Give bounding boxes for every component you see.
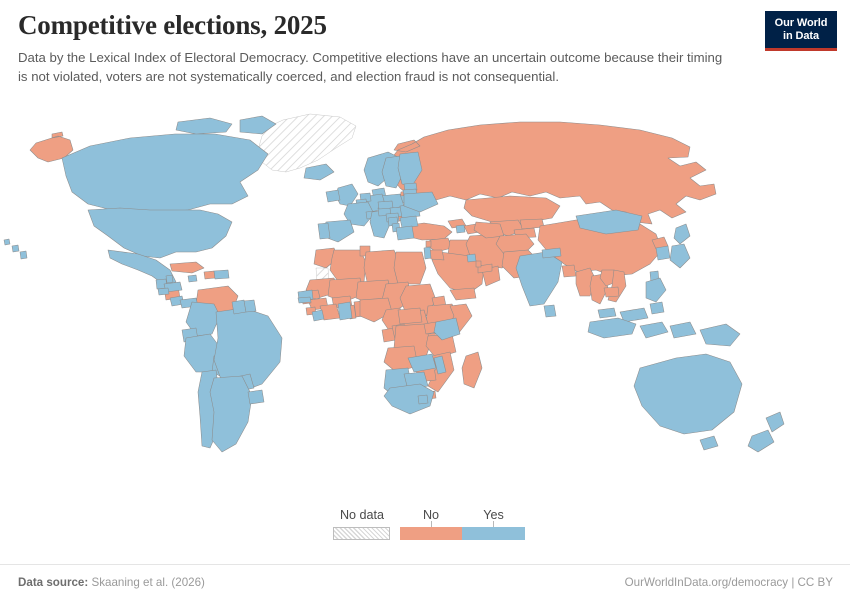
country-ireland[interactable] <box>325 189 341 203</box>
country-mongolia[interactable] <box>575 209 643 235</box>
country-russia[interactable] <box>389 121 717 225</box>
country-lebanon[interactable] <box>425 240 432 248</box>
country-philippines[interactable] <box>645 277 667 315</box>
country-bangladesh[interactable] <box>561 264 577 278</box>
country-laos[interactable] <box>599 269 617 287</box>
country-liberia[interactable] <box>311 309 325 322</box>
country-ukraine[interactable] <box>403 191 439 213</box>
country-iceland[interactable] <box>303 163 335 181</box>
country-armenia[interactable] <box>455 224 466 234</box>
country-haiti[interactable] <box>203 270 216 280</box>
country-kuwait[interactable] <box>466 253 477 263</box>
country-car[interactable] <box>397 307 423 325</box>
country-madagascar[interactable] <box>461 351 483 389</box>
country-jordan[interactable] <box>428 249 445 261</box>
country-new-zealand[interactable] <box>747 411 785 453</box>
country-australia[interactable] <box>633 353 743 451</box>
country-portugal[interactable] <box>317 222 331 240</box>
country-bulgaria[interactable] <box>399 215 419 229</box>
country-cambodia[interactable] <box>603 286 620 298</box>
legend-no-data-swatch[interactable] <box>333 527 390 540</box>
chart-footer: Data source: Skaaning et al. (2026) OurW… <box>0 564 850 600</box>
country-kenya[interactable] <box>433 317 461 341</box>
country-sri-lanka[interactable] <box>543 304 557 318</box>
country-japan[interactable] <box>669 223 691 269</box>
country-jamaica[interactable] <box>187 274 198 283</box>
country-malaysia[interactable] <box>597 307 649 323</box>
country-brazil[interactable] <box>213 307 283 393</box>
country-egypt[interactable] <box>393 251 427 285</box>
country-turkmenistan[interactable] <box>473 221 505 239</box>
legend-segment-yes[interactable] <box>462 527 525 540</box>
country-papua-new-guinea[interactable] <box>699 323 741 347</box>
country-south-africa[interactable] <box>383 383 435 415</box>
country-greenland[interactable] <box>257 113 357 173</box>
country-united-kingdom[interactable] <box>335 183 359 207</box>
country-kazakhstan[interactable] <box>463 195 561 225</box>
country-united-states[interactable] <box>87 207 233 259</box>
logo-line-1: Our World <box>774 17 828 30</box>
country-indonesia[interactable] <box>587 317 697 339</box>
country-belize[interactable] <box>165 274 174 284</box>
chart-subtitle: Data by the Lexical Index of Electoral D… <box>18 50 723 84</box>
country-el-salvador[interactable] <box>157 287 170 296</box>
country-malawi[interactable] <box>433 355 447 375</box>
page-title: Competitive elections, 2025 <box>18 10 327 40</box>
legend-tick-yes <box>493 521 494 527</box>
data-source: Data source: Skaaning et al. (2026) <box>18 576 205 589</box>
country-argentina[interactable] <box>209 375 253 453</box>
logo-line-2: in Data <box>783 29 819 42</box>
region-group-yes <box>3 115 785 453</box>
attribution-link[interactable]: OurWorldInData.org/democracy | CC BY <box>624 576 833 589</box>
legend-yes-label: Yes <box>483 508 504 522</box>
country-guyana[interactable] <box>231 299 247 315</box>
country-cuba[interactable] <box>169 261 205 274</box>
legend-no-label: No <box>422 508 440 522</box>
data-source-prefix: Data source: <box>18 576 89 589</box>
legend-segment-no[interactable] <box>400 527 462 540</box>
country-gambia[interactable] <box>297 296 312 304</box>
map-legend: No data No Yes <box>0 508 850 554</box>
country-ghana[interactable] <box>337 301 353 321</box>
country-colombia[interactable] <box>185 301 221 337</box>
country-israel[interactable] <box>423 246 432 260</box>
owid-logo[interactable]: Our World in Data <box>765 11 837 51</box>
country-lesotho[interactable] <box>417 394 429 405</box>
data-source-text: Skaaning et al. (2026) <box>91 576 205 589</box>
country-canada[interactable] <box>61 115 277 213</box>
country-uruguay[interactable] <box>247 389 265 405</box>
country-zambia[interactable] <box>407 353 437 373</box>
world-map[interactable] <box>0 100 850 500</box>
country-nepal[interactable] <box>541 247 562 259</box>
country-south-korea[interactable] <box>655 245 671 261</box>
chart-header: Competitive elections, 2025 Data by the … <box>18 10 758 87</box>
legend-no-data-label: No data <box>339 508 385 522</box>
legend-color-bar[interactable] <box>400 527 525 540</box>
country-india[interactable] <box>515 251 563 307</box>
legend-tick-no <box>431 521 432 527</box>
country-uae[interactable] <box>477 263 493 274</box>
country-hawaii[interactable] <box>3 238 28 260</box>
country-greece[interactable] <box>395 225 415 241</box>
country-yemen[interactable] <box>449 287 477 301</box>
country-dominican-republic[interactable] <box>213 269 230 280</box>
country-france[interactable] <box>343 201 375 227</box>
country-qatar[interactable] <box>475 260 482 268</box>
country-mali[interactable] <box>327 277 365 303</box>
country-suriname[interactable] <box>243 299 257 313</box>
